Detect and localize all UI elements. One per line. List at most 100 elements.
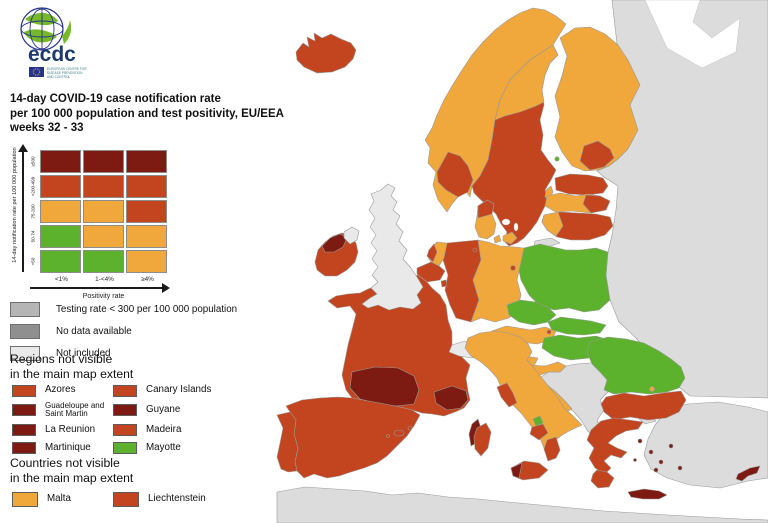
countries-section-heading: Countries not visible in the main map ex…: [10, 456, 134, 486]
item-swatch: [113, 492, 139, 507]
map-region-ireland-northwest: [321, 233, 348, 253]
map-island-sardinia: [473, 422, 492, 457]
map-region-italy-molise: [532, 415, 544, 427]
item-swatch: [12, 404, 36, 417]
map-area-north-africa: [276, 486, 768, 523]
map-country-czechia: [506, 299, 557, 326]
map-title: 14-day COVID-19 case notification rate p…: [10, 92, 284, 136]
ecdc-logo: ecdc EUROPEAN CENTRE FOR DISEASE PREVENT…: [20, 7, 87, 79]
map-country-romania: [586, 336, 686, 395]
y-axis-label: 14-day notification rate per 100 000 pop…: [12, 147, 18, 263]
list-item: Canary Islands: [113, 384, 253, 397]
list-item: La Reunion: [12, 424, 113, 437]
list-item: Martinique: [12, 442, 113, 455]
title-line1: 14-day COVID-19 case notification rate: [10, 93, 221, 105]
matrix-cell-r4c0: [40, 250, 81, 273]
item-label: Guadeloupe and Saint Martin: [45, 401, 105, 419]
item-label: Martinique: [45, 442, 91, 454]
svg-text:DISEASE PREVENTION: DISEASE PREVENTION: [47, 71, 83, 75]
matrix-cell-r3c0: [40, 225, 81, 248]
svg-text:AND CONTROL: AND CONTROL: [47, 75, 70, 79]
matrix-col-labels: <1% 1-<4% ≥4%: [40, 276, 169, 283]
legend-label: Testing rate < 300 per 100 000 populatio…: [56, 303, 238, 315]
map-region-france-south-west: [349, 366, 420, 407]
x-axis-arrowhead: [162, 283, 170, 293]
bivariate-legend-matrix: 14-day notification rate per 100 000 pop…: [6, 144, 196, 300]
countries-not-visible-list: Malta Liechtenstein: [12, 492, 253, 507]
map-city-bucharest: [649, 386, 655, 392]
item-swatch: [113, 442, 137, 455]
legend-label: Not included: [56, 347, 111, 359]
legend-row: Not included: [10, 342, 237, 364]
matrix-cell-r4c2: [126, 250, 167, 273]
list-item: Liechtenstein: [113, 492, 253, 507]
svg-text:ecdc: ecdc: [28, 43, 76, 66]
list-item: Azores: [12, 384, 113, 397]
matrix-col-label: ≥4%: [141, 276, 154, 283]
item-label: Guyane: [146, 404, 181, 416]
lake-vattern: [513, 222, 519, 232]
matrix-grid: [40, 150, 167, 273]
map-country-portugal: [276, 411, 299, 473]
matrix-cell-r1c2: [126, 175, 167, 198]
map-region-sweden-north: [494, 44, 559, 121]
map-island-crete: [627, 488, 668, 500]
regions-section-heading: Regions not visible in the main map exte…: [10, 352, 134, 382]
map-country-finland: [554, 26, 641, 172]
map-region-lithuania-west: [541, 211, 564, 237]
item-label: Liechtenstein: [148, 493, 206, 505]
white-sea: [644, 0, 741, 69]
map-country-luxembourg: [440, 279, 448, 288]
matrix-cell-r1c1: [83, 175, 124, 198]
map-city-hamburg: [472, 247, 478, 253]
map-country-estonia: [554, 173, 609, 196]
map-island-funen: [493, 234, 502, 244]
map-city-berlin: [510, 265, 516, 271]
map-region-denmark-north: [477, 199, 495, 219]
map-island-aland: [554, 156, 560, 162]
item-swatch: [12, 424, 36, 437]
list-item: Guadeloupe and Saint Martin: [12, 401, 113, 419]
matrix-cell-r0c1: [83, 150, 124, 173]
svg-text:EUROPEAN CENTRE FOR: EUROPEAN CENTRE FOR: [47, 67, 87, 71]
item-label: Canary Islands: [146, 384, 212, 396]
matrix-col-label: 1-<4%: [95, 276, 114, 283]
map-country-greece: [586, 417, 644, 475]
item-swatch: [113, 404, 137, 417]
x-axis-label: Positivity rate: [82, 293, 125, 300]
legend-row: No data available: [10, 320, 237, 342]
legend-label: No data available: [56, 325, 132, 337]
map-region-finland-se: [579, 140, 615, 171]
map-region-italy-calabria: [543, 436, 561, 462]
list-item: Guyane: [113, 402, 253, 419]
map-country-bulgaria: [600, 390, 687, 421]
regions-not-visible-list: Azores Canary Islands Guadeloupe and Saint…: [12, 384, 253, 455]
matrix-row-label: <50: [30, 257, 36, 266]
map-country-uk: [361, 183, 424, 311]
x-axis-line: [30, 287, 162, 289]
map-country-iceland: [295, 32, 357, 74]
item-swatch: [12, 384, 36, 397]
matrix-cell-r0c2: [126, 150, 167, 173]
balearic-islands-group: [386, 425, 413, 438]
title-line3: weeks 32 - 33: [10, 122, 84, 135]
map-island-zealand: [502, 231, 518, 245]
map-region-italy-tuscany: [496, 382, 518, 408]
item-label: Mayotte: [146, 442, 181, 454]
list-item: Madeira: [113, 424, 253, 437]
map-city-vienna: [546, 329, 552, 335]
lake-vanern: [501, 218, 511, 226]
map-region-latvia-east: [582, 194, 611, 214]
list-item: Mayotte: [113, 442, 253, 455]
matrix-cell-r2c0: [40, 200, 81, 223]
map-region-france-south-east: [433, 385, 469, 411]
map-region-peloponnese: [590, 469, 615, 489]
matrix-cell-r0c0: [40, 150, 81, 173]
map-country-spain: [285, 396, 421, 479]
gray-legend-list: Testing rate < 300 per 100 000 populatio…: [10, 298, 237, 364]
legend-swatch: [10, 323, 40, 339]
legend-swatch: [10, 345, 40, 361]
map-region-norway-west: [436, 151, 474, 198]
title-line2: per 100 000 population and test positivi…: [10, 107, 284, 120]
